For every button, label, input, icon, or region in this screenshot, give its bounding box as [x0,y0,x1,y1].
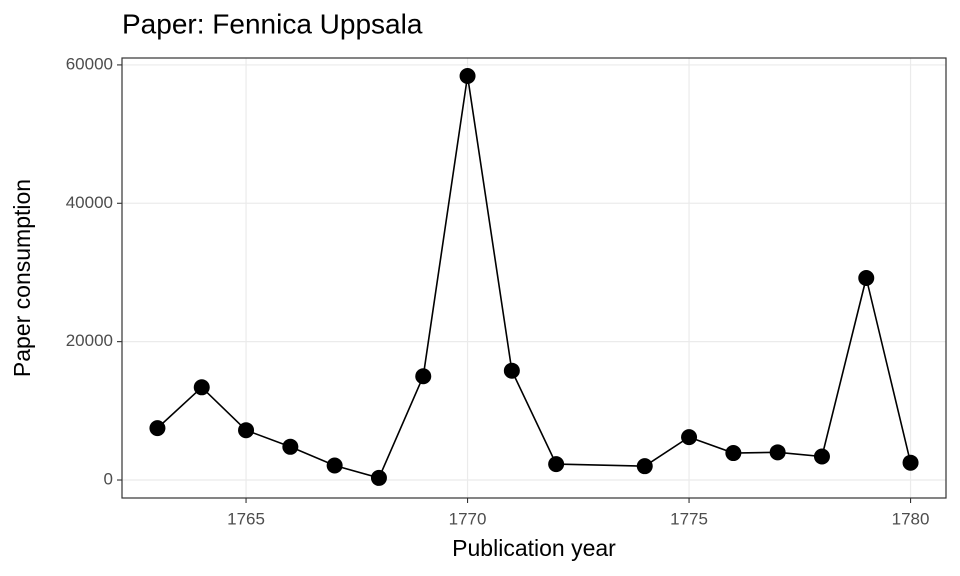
point [681,429,698,446]
x-axis-label: Publication year [452,535,616,561]
point [282,438,299,455]
point [769,444,786,461]
y-tick-label: 60000 [66,54,113,73]
point [858,270,875,286]
point [813,448,830,465]
y-tick-label: 40000 [66,193,113,212]
point [636,458,653,475]
x-tick-label: 1765 [227,509,265,528]
point [326,457,343,474]
point [548,456,565,473]
x-tick-label: 1770 [449,509,487,528]
point [725,445,742,462]
y-tick-label: 20000 [66,331,113,350]
point [459,67,476,84]
x-tick-label: 1780 [892,509,930,528]
y-tick-label: 0 [104,469,113,488]
point [238,422,255,439]
point [149,420,166,437]
point [902,454,919,471]
y-axis-label: Paper consumption [9,179,35,377]
point [370,469,387,486]
chart-title: Paper: Fennica Uppsala [122,8,423,39]
panel-border [121,57,947,499]
point [415,368,432,385]
point [193,379,210,396]
marks [149,67,919,486]
x-tick-label: 1775 [670,509,708,528]
point [503,362,520,379]
grid [122,58,946,498]
